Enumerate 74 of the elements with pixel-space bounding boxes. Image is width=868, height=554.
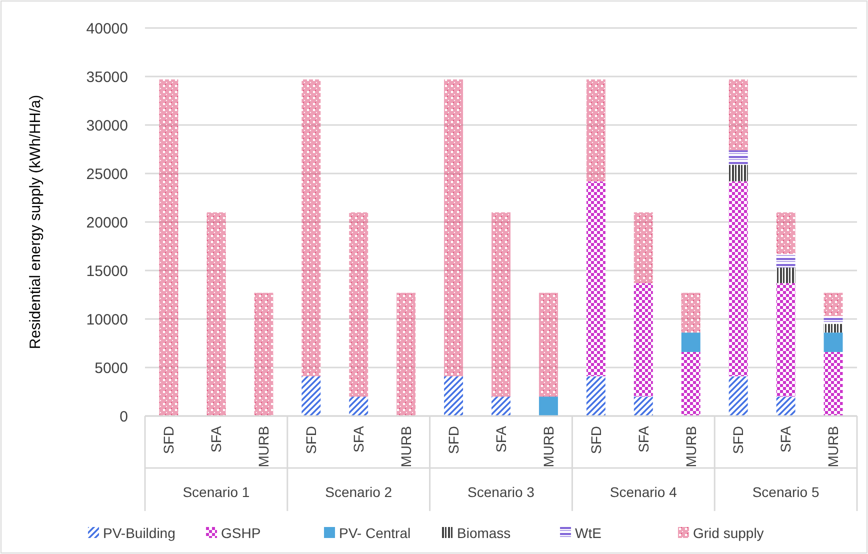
x-tick-label: SFA bbox=[635, 425, 652, 452]
bar bbox=[302, 376, 321, 416]
text: Scenario 4 bbox=[610, 484, 678, 500]
bar bbox=[444, 79, 464, 376]
legend-label: Grid supply bbox=[693, 524, 764, 541]
bar bbox=[824, 324, 843, 333]
y-tick-label: 20000 bbox=[86, 214, 128, 232]
x-tick-label: SFD bbox=[445, 426, 462, 454]
y-tick-label: 5000 bbox=[94, 360, 128, 377]
x-tick-label: SFD bbox=[588, 426, 604, 454]
x-tick-label: SFA bbox=[208, 425, 224, 452]
bar bbox=[824, 316, 843, 324]
bar bbox=[444, 376, 464, 416]
bar bbox=[634, 396, 653, 416]
bar bbox=[492, 396, 510, 416]
y-tick-label: 40000 bbox=[86, 20, 128, 38]
x-tick-label: SFD bbox=[160, 426, 177, 454]
x-tick-label: MURB bbox=[398, 426, 414, 468]
bar bbox=[159, 79, 178, 416]
x-tick-label: MURB bbox=[682, 426, 699, 468]
y-tick-label: 25000 bbox=[86, 166, 128, 183]
bar bbox=[776, 396, 796, 416]
x-tick-label: MURB bbox=[825, 426, 842, 468]
y-tick-label: 15000 bbox=[86, 262, 128, 280]
y-tick-label: 30000 bbox=[86, 117, 128, 134]
bar bbox=[634, 283, 653, 397]
bar bbox=[206, 212, 226, 416]
x-tick-label: SFA bbox=[350, 425, 366, 452]
bar bbox=[349, 212, 368, 397]
bar bbox=[728, 79, 748, 150]
bar bbox=[538, 396, 558, 416]
bar bbox=[776, 212, 796, 254]
legend-label: PV-Building bbox=[103, 524, 176, 541]
bar bbox=[728, 181, 748, 376]
bar bbox=[681, 352, 700, 416]
bar bbox=[538, 292, 558, 397]
bar bbox=[728, 376, 748, 416]
bar bbox=[824, 352, 843, 416]
bar bbox=[586, 376, 606, 416]
bar bbox=[634, 212, 653, 284]
text: Scenario 5 bbox=[752, 484, 820, 500]
x-tick-label: MURB bbox=[540, 426, 556, 468]
y-axis-title: Residential energy supply (kWh/HH/a) bbox=[27, 94, 44, 350]
text: Scenario 2 bbox=[325, 484, 392, 500]
bar bbox=[254, 292, 274, 416]
bar bbox=[824, 332, 843, 352]
y-tick-label: 0 bbox=[120, 408, 128, 426]
bar bbox=[349, 396, 368, 416]
bar bbox=[681, 292, 700, 333]
bar bbox=[728, 150, 748, 165]
legend-label: PV- Central bbox=[339, 524, 411, 541]
legend-label: Biomass bbox=[457, 524, 511, 541]
bar bbox=[728, 164, 748, 182]
bar bbox=[681, 332, 700, 352]
bar bbox=[776, 254, 796, 268]
text: Scenario 1 bbox=[182, 484, 250, 500]
x-tick-label: MURB bbox=[256, 426, 272, 468]
bar bbox=[302, 79, 321, 376]
legend-label: WtE bbox=[575, 524, 602, 541]
bar bbox=[776, 283, 796, 397]
text: Scenario 3 bbox=[468, 484, 535, 500]
x-tick-label: SFD bbox=[303, 426, 320, 454]
x-tick-label: SFD bbox=[730, 426, 746, 454]
legend-label: GSHP bbox=[221, 524, 261, 541]
y-tick-label: 35000 bbox=[86, 68, 128, 86]
x-tick-label: SFA bbox=[778, 425, 794, 452]
x-tick-label: SFA bbox=[492, 425, 509, 452]
bar bbox=[396, 292, 416, 416]
bar bbox=[776, 268, 796, 284]
bar bbox=[586, 181, 606, 376]
bar bbox=[492, 212, 510, 397]
bar bbox=[824, 292, 843, 316]
bar bbox=[586, 79, 606, 182]
y-tick-label: 10000 bbox=[86, 311, 128, 328]
